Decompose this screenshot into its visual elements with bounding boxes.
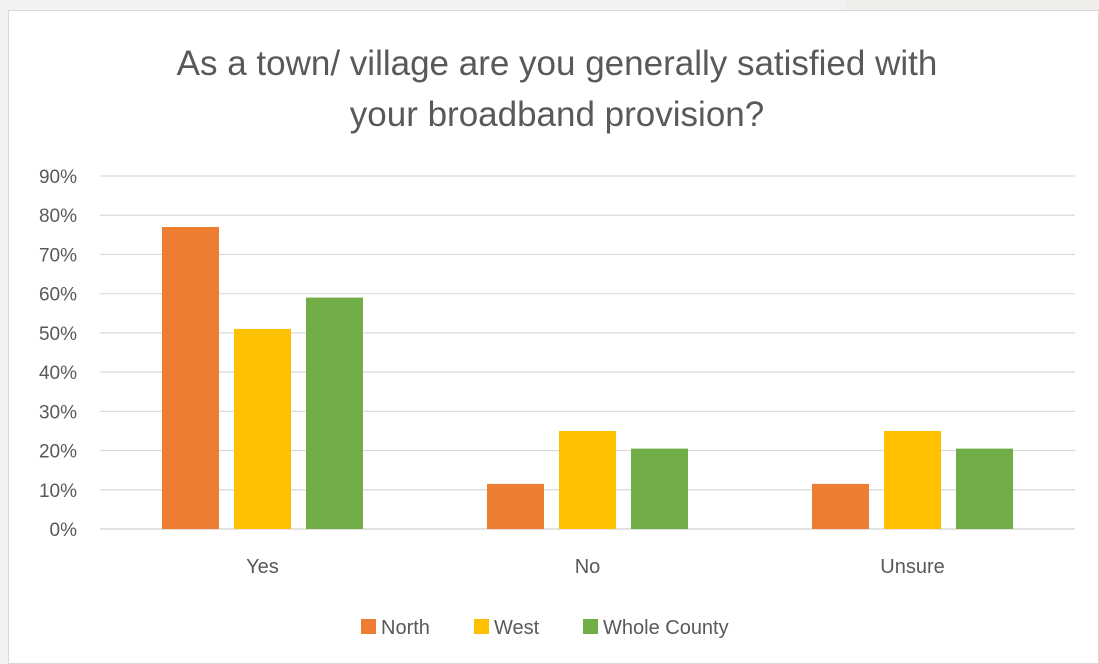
legend-swatch [474, 619, 489, 634]
bar-whole-county [631, 448, 688, 529]
legend-item: Whole County [583, 617, 729, 639]
bar-west [234, 328, 291, 529]
y-tick-label: 0% [50, 520, 78, 541]
bar-west [559, 430, 616, 529]
legend-label: North [381, 617, 430, 639]
y-tick-label: 70% [39, 245, 77, 266]
legend-swatch [583, 619, 598, 634]
bar-north [487, 483, 544, 529]
bar-north [162, 226, 219, 529]
x-axis-ticks: Yes No Unsure [246, 556, 945, 578]
legend: North West Whole County [361, 617, 729, 639]
x-tick-label: Unsure [880, 556, 944, 578]
y-tick-label: 30% [39, 402, 77, 423]
bar-whole-county [956, 448, 1013, 529]
chart-title: As a town/ village are you generally sat… [177, 44, 938, 134]
y-tick-label: 50% [39, 324, 77, 345]
legend-item: West [474, 617, 540, 639]
background-corner [845, 0, 1099, 10]
y-tick-label: 90% [39, 167, 77, 188]
legend-item: North [361, 617, 430, 639]
y-tick-label: 10% [39, 481, 77, 502]
chart-title-line: As a town/ village are you generally sat… [177, 44, 938, 83]
bar-north [812, 483, 869, 529]
legend-swatch [361, 619, 376, 634]
x-tick-label: Yes [246, 556, 279, 578]
chart-title-line: your broadband provision? [350, 95, 764, 134]
x-tick-label: No [575, 556, 601, 578]
bar-whole-county [306, 297, 363, 529]
y-axis-ticks: 0% 10% 20% 30% 40% 50% 60% 70% 80% 90% [39, 167, 77, 541]
y-tick-label: 60% [39, 285, 77, 306]
legend-label: West [494, 617, 540, 639]
legend-label: Whole County [603, 617, 729, 639]
y-tick-label: 20% [39, 442, 77, 463]
bar-west [884, 430, 941, 529]
bars [162, 226, 1013, 529]
y-tick-label: 40% [39, 363, 77, 384]
y-tick-label: 80% [39, 206, 77, 227]
